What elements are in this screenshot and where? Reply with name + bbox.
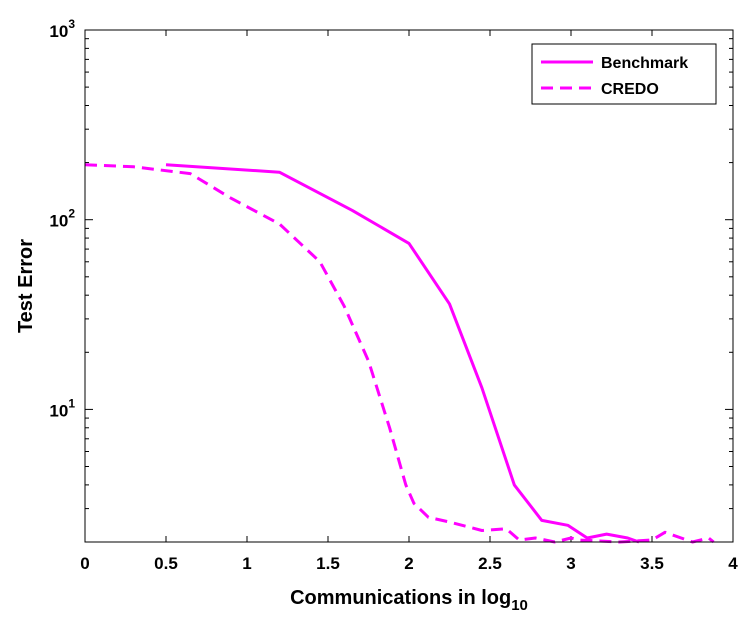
- plot-frame: [84, 29, 734, 543]
- series-line-credo: [84, 163, 715, 544]
- legend-box: [531, 43, 717, 105]
- x-tick-label: 0: [80, 554, 89, 573]
- legend-label-benchmark: Benchmark: [601, 55, 688, 72]
- y-tick-label: 102: [49, 207, 75, 231]
- x-tick-label: 2.5: [478, 554, 502, 573]
- x-tick-label: 4: [728, 554, 738, 573]
- x-tick-label: 0.5: [154, 554, 178, 573]
- x-tick-label: 1.5: [316, 554, 340, 573]
- x-axis-title: Communications in log10: [290, 587, 528, 614]
- y-axis-title: Test Error: [15, 239, 37, 333]
- x-tick-label: 3.5: [640, 554, 664, 573]
- series-line-benchmark: [165, 163, 640, 544]
- y-tick-label: 101: [49, 396, 75, 420]
- x-tick-label: 3: [566, 554, 575, 573]
- legend-label-credo: CREDO: [601, 81, 659, 98]
- x-tick-label: 2: [404, 554, 413, 573]
- y-tick-label: 103: [49, 17, 75, 41]
- legend: Benchmark CREDO: [531, 43, 717, 105]
- plot-area: [85, 30, 733, 542]
- x-tick-label: 1: [242, 554, 251, 573]
